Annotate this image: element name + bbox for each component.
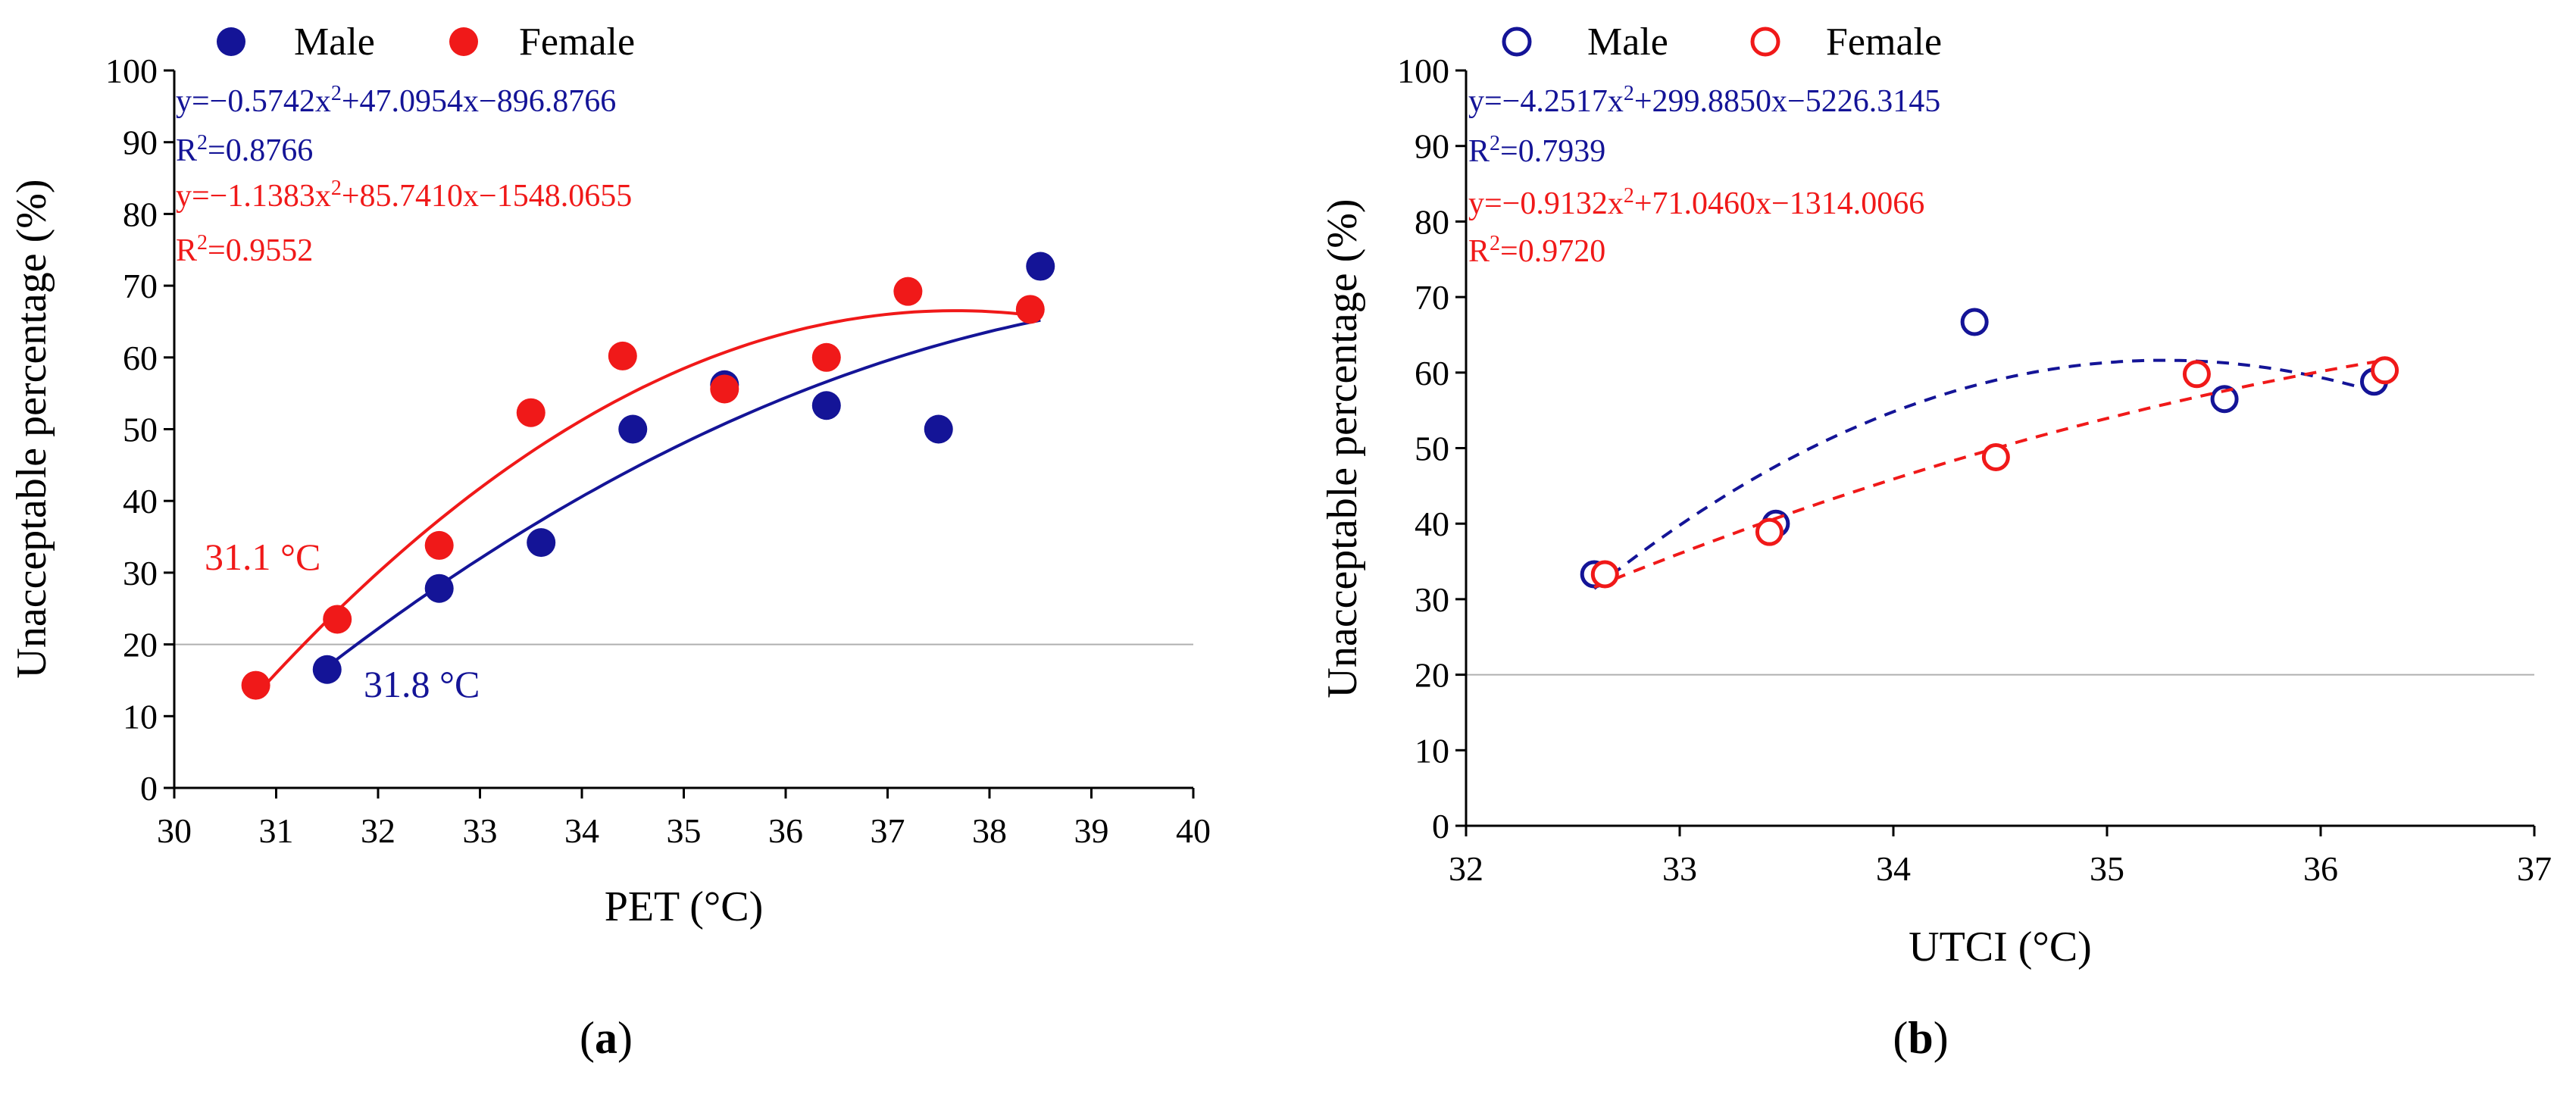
y-axis-title: Unacceptable percentage (%) (1319, 198, 1366, 698)
fit-curve-male (1593, 358, 2375, 590)
panel-a: 0 10 20 30 40 50 60 70 80 90 100 30 31 32 33 34 35 36 37 38… (8, 20, 1211, 1063)
data-point-male (424, 574, 454, 603)
y-tick-label: 50 (123, 411, 158, 449)
y-tick-label: 60 (1415, 354, 1449, 392)
data-point-male (2210, 385, 2239, 414)
x-tick-label: 30 (157, 811, 192, 850)
legend-label-male: Male (1587, 20, 1668, 64)
y-tick-label: 60 (123, 339, 158, 377)
y-tick-label: 10 (123, 697, 158, 736)
threshold-annotation-female: 31.1 °C (205, 536, 320, 578)
data-point-female (424, 530, 454, 560)
y-tick-label: 40 (123, 482, 158, 520)
x-axis-title: UTCI (°C) (1909, 924, 2092, 970)
male-r-squared: R2=0.8766 (176, 131, 313, 169)
data-point-male (1026, 252, 1055, 281)
fit-curve-female (255, 309, 1031, 696)
data-point-female (1015, 295, 1045, 324)
data-point-male (618, 414, 648, 444)
legend-label-female: Female (1826, 20, 1942, 64)
panel-label: (b) (1893, 1013, 1948, 1063)
data-point-female (1590, 560, 1619, 589)
y-tick-label: 70 (1415, 278, 1449, 317)
x-tick-label: 39 (1074, 811, 1109, 850)
data-point-female (1755, 517, 1784, 546)
data-point-female (710, 374, 739, 404)
filled-circle-legend-icon (217, 27, 245, 56)
x-tick-label: 34 (1876, 849, 1911, 888)
x-tick-label: 33 (1662, 849, 1697, 888)
panel-letter: b (1908, 1013, 1933, 1063)
fit-curve-female (1593, 358, 2385, 589)
data-point-female (241, 670, 270, 700)
female-fit-equation: y=−1.1383x2+85.7410x−1548.0655 (176, 177, 632, 214)
y-axis-title: Unacceptable percentage (%) (8, 179, 55, 678)
fit-curve-male (326, 318, 1041, 668)
hollow-circle-legend-icon (1502, 27, 1532, 57)
y-tick-label: 0 (140, 769, 158, 808)
legend-label-female: Female (519, 20, 635, 64)
male-r-squared: R2=0.7939 (1468, 132, 1605, 170)
y-tick-label: 50 (1415, 430, 1449, 468)
x-tick-label: 36 (2303, 849, 2338, 888)
y-tick-label: 20 (1415, 656, 1449, 695)
data-point-female (608, 341, 637, 370)
x-tick-label: 36 (768, 811, 803, 850)
data-point-male (811, 391, 841, 420)
y-tick-label: 90 (123, 123, 158, 162)
y-tick-label: 0 (1432, 807, 1449, 845)
panel-label: (a) (580, 1013, 633, 1063)
y-tick-label: 80 (123, 195, 158, 233)
y-tick-label: 30 (1415, 580, 1449, 619)
data-point-male (924, 414, 953, 444)
x-tick-label: 34 (564, 811, 599, 850)
data-point-female (516, 398, 546, 427)
x-tick-label: 31 (259, 811, 294, 850)
y-tick-label: 40 (1415, 505, 1449, 543)
data-point-female (1981, 442, 2010, 471)
female-r-squared: R2=0.9720 (1468, 232, 1605, 270)
threshold-annotation-male: 31.8 °C (364, 663, 480, 705)
x-axis-title: PET (°C) (605, 883, 764, 930)
x-tick-label: 33 (463, 811, 498, 850)
y-tick-label: 10 (1415, 731, 1449, 770)
x-tick-label: 38 (972, 811, 1007, 850)
female-fit-equation: y=−0.9132x2+71.0460x−1314.0066 (1468, 184, 1924, 222)
hollow-circle-legend-icon (1750, 27, 1780, 57)
data-point-male (527, 528, 556, 558)
x-tick-label: 40 (1176, 811, 1211, 850)
y-tick-label: 20 (123, 626, 158, 664)
y-tick-label: 80 (1415, 202, 1449, 241)
data-point-female (323, 605, 352, 634)
x-tick-label: 37 (871, 811, 905, 850)
data-point-male (312, 655, 342, 684)
x-tick-label: 35 (667, 811, 702, 850)
legend-label-male: Male (294, 20, 375, 64)
x-tick-label: 32 (1449, 849, 1483, 888)
data-point-female (2182, 360, 2211, 389)
data-point-female (811, 342, 841, 372)
panel-b: 0 10 20 30 40 50 60 70 80 90 100 32 33 34 35 36 37 UTCI (… (1319, 20, 2552, 1063)
y-tick-label: 30 (123, 554, 158, 592)
y-tick-label: 100 (1397, 52, 1449, 90)
female-r-squared: R2=0.9552 (176, 231, 313, 269)
y-tick-label: 100 (105, 52, 158, 90)
x-tick-label: 37 (2517, 849, 2552, 888)
male-fit-equation: y=−4.2517x2+299.8850x−5226.3145 (1468, 82, 1940, 120)
y-tick-label: 90 (1415, 127, 1449, 166)
data-point-female (893, 277, 923, 306)
male-fit-equation: y=−0.5742x2+47.0954x−896.8766 (176, 82, 616, 120)
y-tick-label: 70 (123, 267, 158, 305)
x-tick-label: 35 (2090, 849, 2124, 888)
panel-letter: a (595, 1013, 617, 1063)
data-point-female (2371, 356, 2399, 385)
filled-circle-legend-icon (449, 27, 478, 56)
data-point-male (1960, 308, 1989, 336)
x-tick-label: 32 (361, 811, 395, 850)
